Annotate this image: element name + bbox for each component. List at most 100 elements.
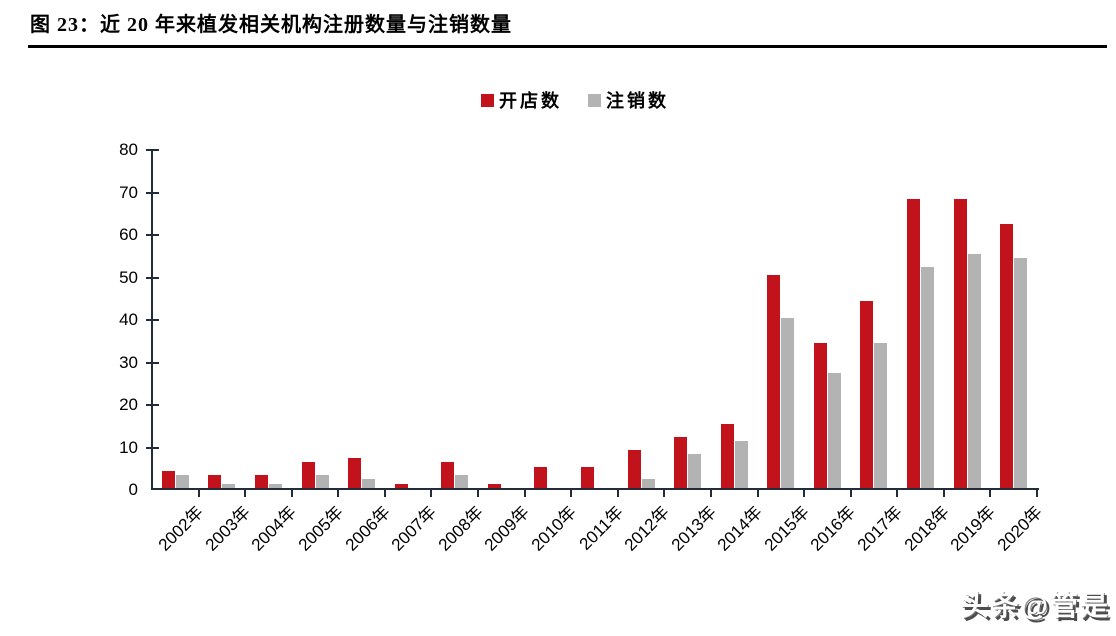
x-axis-tick: [523, 488, 526, 497]
x-axis-tick: [756, 488, 759, 497]
y-axis-label: 40: [119, 310, 138, 329]
bar-cancel-count: [874, 343, 888, 488]
x-axis-tick: [197, 488, 200, 497]
y-axis-tick: [146, 276, 159, 279]
x-axis-label: 2014年: [714, 502, 767, 555]
x-axis-tick: [849, 488, 852, 497]
y-axis-tick: [146, 234, 159, 236]
x-axis-tick: [942, 488, 945, 497]
y-axis-tick: [146, 191, 159, 194]
x-axis-label: 2017年: [853, 502, 906, 555]
x-axis-label: 2016年: [807, 502, 860, 555]
x-axis-label: 2011年: [575, 502, 627, 554]
legend-label-open-count: 开店数: [499, 91, 562, 111]
bar-cancel-count: [455, 475, 469, 488]
bar-cancel-count: [1014, 258, 1028, 488]
legend-swatch-cancel-count-icon: [588, 93, 601, 107]
x-axis-tick: [244, 488, 247, 497]
bar-open-count: [720, 424, 734, 488]
x-axis-tick: [663, 488, 666, 497]
x-axis-label: 2019年: [946, 502, 1000, 555]
bar-open-count: [767, 275, 781, 488]
x-axis-tick: [383, 488, 386, 497]
bar-cancel-count: [921, 267, 935, 488]
bar-cancel-count: [175, 475, 189, 488]
bar-cancel-count: [734, 441, 748, 488]
x-axis-label: 2010年: [527, 502, 580, 555]
bar-open-count: [674, 437, 688, 488]
bar-open-count: [487, 484, 501, 488]
bar-cancel-count: [688, 454, 702, 488]
chart-legend: 开店数 注销数: [481, 87, 669, 113]
y-axis-label: 20: [119, 395, 138, 414]
x-axis-tick: [1036, 488, 1038, 497]
y-axis-label: 10: [119, 437, 138, 457]
x-axis-label: 2013年: [667, 502, 720, 555]
bar-cancel-count: [222, 484, 236, 488]
x-axis-tick: [709, 488, 712, 497]
x-axis-label: 2015年: [760, 502, 813, 555]
x-axis-tick: [430, 488, 433, 497]
bar-open-count: [301, 462, 315, 488]
bar-open-count: [161, 471, 175, 488]
x-axis-label: 2007年: [387, 502, 441, 555]
x-axis-label: 2018年: [900, 502, 953, 555]
x-axis-tick: [803, 488, 806, 497]
bar-open-count: [394, 484, 408, 488]
bar-open-count: [813, 343, 827, 488]
x-axis-label: 2009年: [481, 502, 534, 555]
x-axis-label: 2002年: [155, 502, 208, 555]
y-axis-tick: [146, 149, 159, 151]
y-axis-label: 60: [119, 225, 138, 244]
bar-cancel-count: [268, 484, 282, 488]
y-axis-label: 30: [119, 352, 138, 372]
x-axis-tick: [989, 488, 992, 497]
bar-open-count: [348, 458, 362, 488]
bar-open-count: [254, 475, 268, 488]
bar-open-count: [534, 467, 548, 488]
bar-open-count: [953, 199, 967, 488]
y-axis-label: 50: [119, 267, 138, 287]
y-axis-label: 80: [119, 140, 138, 159]
legend-item-open-count: 开店数: [481, 87, 562, 113]
y-axis-label: 0: [128, 480, 138, 499]
watermark: 头条@管是: [960, 590, 1110, 621]
y-axis-tick: [146, 361, 159, 364]
x-axis-label: 2004年: [248, 502, 301, 555]
x-axis-tick: [616, 488, 619, 497]
bar-cancel-count: [781, 318, 795, 488]
y-axis-tick: [146, 319, 159, 321]
x-axis-label: 2020年: [993, 502, 1046, 555]
x-axis-line: [151, 488, 1039, 490]
x-axis-tick: [337, 488, 340, 497]
x-axis-label: 2008年: [434, 502, 487, 555]
y-axis-label: 70: [119, 182, 138, 202]
bar-cancel-count: [827, 373, 841, 488]
figure-title: 图 23：近 20 年来植发相关机构注册数量与注销数量: [30, 14, 512, 36]
x-axis-tick: [896, 488, 899, 497]
bar-cancel-count: [362, 479, 376, 488]
bar-open-count: [208, 475, 222, 488]
x-axis-label: 2003年: [201, 502, 254, 555]
y-axis-tick: [146, 446, 159, 449]
bar-open-count: [441, 462, 455, 488]
x-axis-label: 2012年: [620, 502, 674, 555]
bar-open-count: [581, 467, 594, 488]
bar-open-count: [1000, 224, 1014, 488]
bar-open-count: [860, 301, 874, 488]
bar-cancel-count: [967, 254, 981, 488]
y-axis-tick: [146, 404, 159, 406]
legend-item-cancel-count: 注销数: [588, 87, 669, 113]
bar-open-count: [907, 199, 921, 488]
x-axis-label: 2005年: [294, 502, 347, 555]
bar-cancel-count: [641, 479, 655, 488]
bar-cancel-count: [315, 475, 329, 488]
x-axis-tick: [290, 488, 293, 497]
x-axis-tick: [477, 488, 480, 497]
legend-swatch-open-count-icon: [481, 93, 494, 107]
title-divider: [28, 45, 1107, 48]
x-axis-tick: [570, 488, 573, 497]
legend-label-cancel-count: 注销数: [606, 91, 669, 111]
x-axis-label: 2006年: [341, 502, 394, 555]
